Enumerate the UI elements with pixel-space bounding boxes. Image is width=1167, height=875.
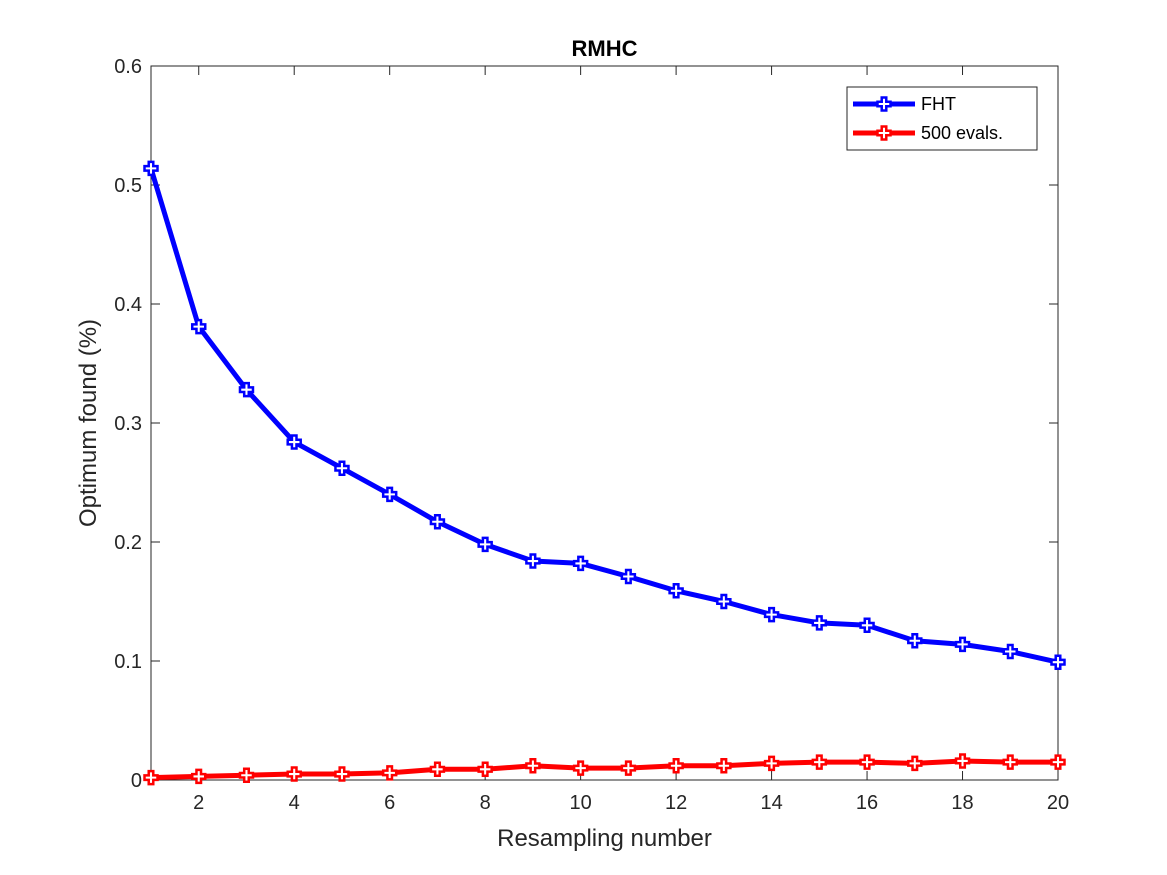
y-tick-label: 0.6 <box>114 56 142 78</box>
legend-label: 500 evals. <box>921 123 1003 143</box>
legend-marker <box>876 96 892 112</box>
data-point <box>381 486 398 503</box>
x-tick-label: 6 <box>384 792 395 814</box>
data-point <box>620 568 637 585</box>
y-tick-label: 0.1 <box>114 651 142 673</box>
data-point <box>477 536 493 553</box>
data-point <box>668 583 684 599</box>
y-tick-label: 0.2 <box>114 532 142 554</box>
data-point <box>429 761 446 778</box>
y-tick-label: 0.4 <box>114 294 142 316</box>
x-tick-label: 16 <box>856 792 878 814</box>
y-tick-label: 0 <box>131 770 142 792</box>
data-point <box>1002 754 1019 770</box>
data-point <box>954 753 971 769</box>
y-axis-label: Optimum found (%) <box>75 319 102 527</box>
axes-box <box>150 65 1059 781</box>
data-point <box>859 617 875 634</box>
legend-entry: 500 evals. <box>853 123 1003 143</box>
series-2 <box>143 753 1066 786</box>
data-point <box>477 761 493 778</box>
data-point <box>143 160 159 177</box>
legend-entry: FHT <box>853 94 956 114</box>
data-point <box>763 606 780 623</box>
legend-marker <box>876 125 892 141</box>
data-point <box>286 434 302 450</box>
legend: FHT 500 evals. <box>846 86 1038 151</box>
x-tick-label: 4 <box>289 792 300 814</box>
data-point <box>238 381 255 398</box>
series-1 <box>143 160 1066 670</box>
y-tick-label: 0.5 <box>114 175 142 197</box>
data-point <box>334 460 350 476</box>
data-point <box>1002 643 1019 660</box>
data-point <box>1050 654 1066 670</box>
data-point <box>668 757 684 774</box>
x-axis-label: Resampling number <box>497 825 712 852</box>
data-point <box>381 765 398 781</box>
data-point <box>811 754 828 770</box>
series-layer <box>143 160 1066 786</box>
data-point <box>286 766 302 782</box>
x-tick-label: 18 <box>951 792 973 814</box>
plot-area <box>150 65 1059 781</box>
ticks: 2 4 6 8 10 12 14 16 18 20 0 0.1 0.2 0.3 0.4 0.5 0.6 <box>114 56 1069 814</box>
data-point <box>190 318 207 335</box>
legend-label: FHT <box>921 94 956 114</box>
data-point <box>907 755 923 772</box>
chart-title: RMHC <box>572 36 638 61</box>
data-point <box>525 553 541 569</box>
data-point <box>1050 754 1066 770</box>
series-line <box>148 167 1059 665</box>
series-line <box>150 758 1058 781</box>
data-point <box>190 768 207 785</box>
data-point <box>811 615 828 631</box>
data-point <box>143 769 159 786</box>
data-point <box>429 514 446 530</box>
data-point <box>716 757 732 774</box>
x-tick-label: 12 <box>665 792 687 814</box>
data-point <box>334 766 350 782</box>
data-point <box>572 555 589 572</box>
legend-box <box>846 86 1038 151</box>
y-tick-label: 0.3 <box>114 413 142 435</box>
data-point <box>859 754 875 770</box>
x-tick-label: 10 <box>570 792 592 814</box>
data-point <box>620 760 637 776</box>
x-tick-label: 14 <box>760 792 782 814</box>
data-point <box>716 593 732 610</box>
x-tick-label: 8 <box>480 792 491 814</box>
data-point <box>525 757 541 774</box>
x-tick-label: 20 <box>1047 792 1069 814</box>
data-point <box>763 755 780 772</box>
data-point <box>954 636 971 653</box>
data-point <box>572 760 589 776</box>
data-point <box>238 767 255 783</box>
x-tick-label: 2 <box>193 792 204 814</box>
data-point <box>907 633 923 649</box>
